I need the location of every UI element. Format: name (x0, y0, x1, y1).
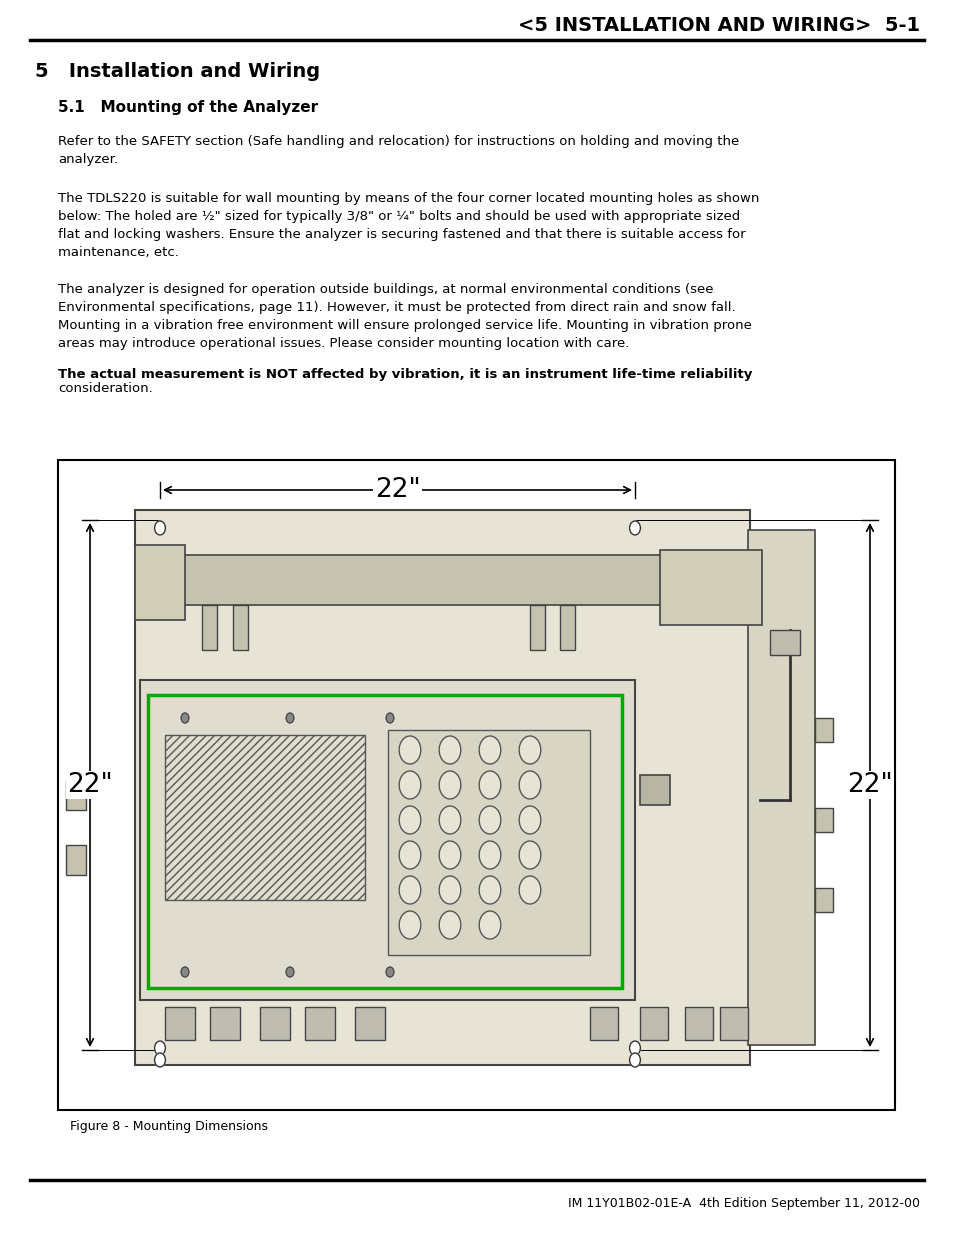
Circle shape (398, 771, 420, 799)
Circle shape (398, 876, 420, 904)
Circle shape (181, 967, 189, 977)
Circle shape (518, 841, 540, 869)
Bar (148, 695, 621, 988)
Bar (530, 605, 544, 650)
Bar (559, 605, 575, 650)
Circle shape (478, 876, 500, 904)
Bar (135, 555, 760, 605)
Circle shape (518, 876, 540, 904)
Circle shape (154, 1041, 165, 1055)
Bar (260, 1007, 290, 1040)
Bar (684, 1007, 712, 1040)
Text: <5 INSTALLATION AND WIRING>  5-1: <5 INSTALLATION AND WIRING> 5-1 (517, 16, 919, 35)
Bar (135, 510, 749, 1065)
Text: The TDLS220 is suitable for wall mounting by means of the four corner located mo: The TDLS220 is suitable for wall mountin… (58, 191, 759, 259)
Bar (639, 1007, 667, 1040)
Circle shape (154, 1053, 165, 1067)
Circle shape (478, 841, 500, 869)
Circle shape (154, 521, 165, 535)
Circle shape (398, 736, 420, 764)
Circle shape (518, 736, 540, 764)
Bar (814, 888, 832, 911)
Bar (233, 605, 248, 650)
Bar (305, 1007, 335, 1040)
Text: Refer to the SAFETY section (Safe handling and relocation) for instructions on h: Refer to the SAFETY section (Safe handli… (58, 135, 739, 165)
Text: IM 11Y01B02-01E-A  4th Edition September 11, 2012-00: IM 11Y01B02-01E-A 4th Edition September … (567, 1197, 919, 1210)
Bar (769, 630, 800, 655)
Circle shape (478, 736, 500, 764)
Circle shape (478, 911, 500, 939)
Circle shape (518, 806, 540, 834)
Bar (814, 718, 832, 742)
Circle shape (478, 771, 500, 799)
Circle shape (398, 841, 420, 869)
Circle shape (438, 771, 460, 799)
Circle shape (629, 1053, 639, 1067)
Bar (165, 1007, 194, 1040)
Bar (140, 680, 635, 1000)
Bar (66, 781, 86, 810)
Circle shape (438, 736, 460, 764)
Circle shape (398, 911, 420, 939)
Bar (58, 459, 894, 1110)
Bar (388, 730, 589, 955)
Bar (355, 1007, 385, 1040)
Bar (135, 545, 185, 620)
Circle shape (386, 713, 394, 722)
Text: 5   Installation and Wiring: 5 Installation and Wiring (35, 62, 320, 82)
Bar (720, 1007, 747, 1040)
Bar (659, 550, 761, 625)
Bar (814, 808, 832, 832)
Bar (165, 735, 365, 900)
Circle shape (518, 771, 540, 799)
Circle shape (286, 967, 294, 977)
Bar (639, 776, 669, 805)
Circle shape (438, 806, 460, 834)
Text: consideration.: consideration. (58, 382, 152, 395)
Text: 5.1   Mounting of the Analyzer: 5.1 Mounting of the Analyzer (58, 100, 317, 115)
Bar (210, 1007, 240, 1040)
Circle shape (438, 876, 460, 904)
Circle shape (478, 806, 500, 834)
Circle shape (181, 713, 189, 722)
Text: 22": 22" (67, 772, 112, 798)
Circle shape (629, 521, 639, 535)
Circle shape (398, 806, 420, 834)
Circle shape (629, 1041, 639, 1055)
Bar (202, 605, 216, 650)
Circle shape (438, 841, 460, 869)
Text: Figure 8 - Mounting Dimensions: Figure 8 - Mounting Dimensions (70, 1120, 268, 1132)
Text: 22": 22" (846, 772, 892, 798)
Bar (589, 1007, 618, 1040)
Bar (747, 530, 814, 1045)
Circle shape (438, 911, 460, 939)
Circle shape (286, 713, 294, 722)
Text: The actual measurement is NOT affected by vibration, it is an instrument life-ti: The actual measurement is NOT affected b… (58, 368, 752, 382)
Bar (66, 845, 86, 876)
Circle shape (386, 967, 394, 977)
Text: 22": 22" (375, 477, 420, 503)
Text: The analyzer is designed for operation outside buildings, at normal environmenta: The analyzer is designed for operation o… (58, 283, 751, 350)
